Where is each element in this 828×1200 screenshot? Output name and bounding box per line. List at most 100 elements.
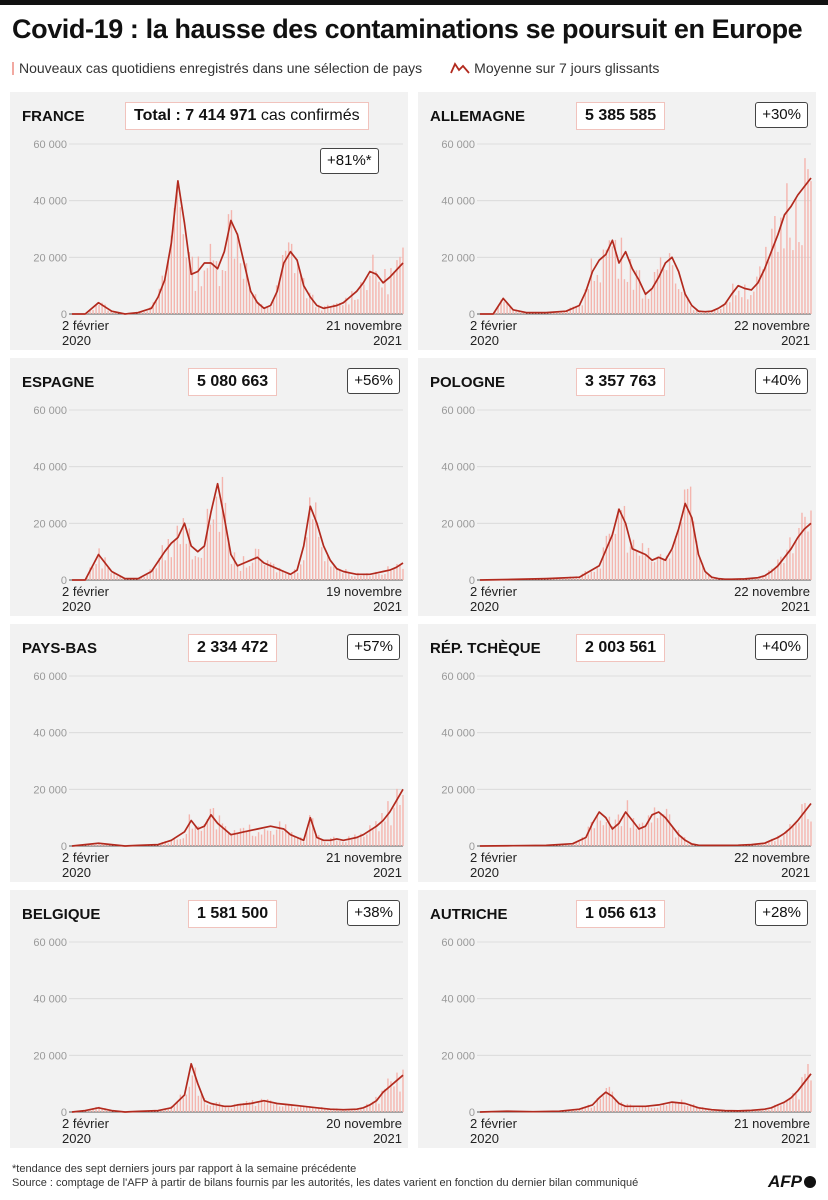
- total-cases-value: 5 385 585: [585, 107, 657, 124]
- x-start-year: 2020: [62, 865, 91, 880]
- y-tick-label: 40 000: [441, 728, 475, 740]
- x-end-label: 21 novembre 2021: [326, 318, 402, 348]
- x-end-year: 2021: [781, 333, 810, 348]
- daily-cases-bars: [494, 158, 812, 314]
- x-start-year: 2020: [62, 599, 91, 614]
- source-note: Source : comptage de l'AFP à partir de b…: [12, 1177, 639, 1189]
- chart-panel-espagne: 0 20 000 40 000 60 000 ESPAGNE 5 080 663 +56% 2…: [10, 358, 408, 616]
- x-start-day: 2 février: [62, 850, 109, 865]
- x-end-year: 2021: [373, 1131, 402, 1146]
- legend-bar-swatch: [12, 61, 14, 75]
- x-start-year: 2020: [62, 333, 91, 348]
- x-start-label: 2 février 2020: [62, 584, 109, 614]
- x-end-day: 22 novembre: [734, 318, 810, 333]
- x-start-label: 2 février 2020: [62, 850, 109, 880]
- chart-panel-pologne: 0 20 000 40 000 60 000 POLOGNE 3 357 763 +40% 2…: [418, 358, 816, 616]
- y-tick-label: 60 000: [441, 671, 475, 683]
- legend-bars-label: Nouveaux cas quotidiens enregistrés dans…: [19, 60, 423, 76]
- x-end-day: 20 novembre: [326, 1116, 402, 1131]
- x-start-label: 2 février 2020: [62, 318, 109, 348]
- total-cases-box: 1 056 613: [576, 900, 666, 928]
- x-end-label: 22 novembre 2021: [734, 584, 810, 614]
- y-tick-label: 40 000: [33, 196, 67, 208]
- chart-plot-belgique: 0 20 000 40 000 60 000: [33, 937, 404, 1119]
- trend-badge: +28%: [755, 900, 808, 926]
- y-tick-label: 60 000: [33, 405, 67, 417]
- trend-badge: +40%: [755, 368, 808, 394]
- page-title: Covid-19 : la hausse des contaminations …: [12, 14, 803, 44]
- moving-average-line: [71, 1062, 404, 1113]
- y-tick-label: 60 000: [441, 139, 475, 151]
- y-tick-label: 0: [61, 841, 67, 853]
- afp-logo-dot: [804, 1176, 816, 1188]
- y-tick-label: 0: [469, 1107, 475, 1119]
- total-cases-value: 2 334 472: [197, 639, 269, 656]
- x-start-year: 2020: [470, 1131, 499, 1146]
- chart-panel-rep-tcheque: 0 20 000 40 000 60 000 RÉP. TCHÈQUE 2 003 561…: [418, 624, 816, 882]
- x-start-day: 2 février: [470, 318, 517, 333]
- country-name: ALLEMAGNE: [430, 108, 525, 125]
- x-start-day: 2 février: [470, 584, 517, 599]
- x-end-label: 22 novembre 2021: [734, 318, 810, 348]
- moving-average-line: [479, 1073, 812, 1113]
- x-start-label: 2 février 2020: [62, 1116, 109, 1146]
- y-tick-label: 40 000: [33, 728, 67, 740]
- chart-plot-allemagne: 0 20 000 40 000 60 000: [441, 139, 812, 321]
- total-cases-box: 2 003 561: [576, 634, 666, 662]
- trend-badge: +30%: [755, 102, 808, 128]
- x-start-day: 2 février: [62, 1116, 109, 1131]
- chart-plot-france: 0 20 000 40 000 60 000: [33, 139, 404, 321]
- x-end-label: 22 novembre 2021: [734, 850, 810, 880]
- chart-plot-pologne: 0 20 000 40 000 60 000: [441, 405, 812, 587]
- x-start-day: 2 février: [62, 584, 109, 599]
- trend-badge: +38%: [347, 900, 400, 926]
- country-name: ESPAGNE: [22, 374, 95, 391]
- y-tick-label: 40 000: [441, 994, 475, 1006]
- y-tick-label: 40 000: [441, 196, 475, 208]
- moving-average-line: [72, 482, 404, 581]
- legend-line-swatch: [450, 62, 470, 74]
- x-start-year: 2020: [470, 333, 499, 348]
- chart-plot-autriche: 0 20 000 40 000 60 000: [441, 937, 812, 1119]
- x-end-day: 21 novembre: [734, 1116, 810, 1131]
- total-cases-box: 5 080 663: [188, 368, 278, 396]
- chart-panel-france: 0 20 000 40 000 60 000 FRANCE Total : 7 414 9…: [10, 92, 408, 350]
- total-cases-value: 5 080 663: [197, 373, 269, 390]
- x-start-label: 2 février 2020: [470, 850, 517, 880]
- trend-badge: +81%*: [320, 148, 379, 174]
- x-start-day: 2 février: [62, 318, 109, 333]
- y-tick-label: 40 000: [33, 994, 67, 1006]
- x-start-year: 2020: [470, 599, 499, 614]
- y-tick-label: 60 000: [33, 937, 67, 949]
- total-cases-box: 2 334 472: [188, 634, 278, 662]
- moving-average-line: [479, 802, 812, 847]
- country-name: FRANCE: [22, 108, 85, 125]
- x-start-label: 2 février 2020: [470, 318, 517, 348]
- x-end-label: 21 novembre 2021: [734, 1116, 810, 1146]
- trend-badge: +57%: [347, 634, 400, 660]
- y-tick-label: 60 000: [441, 405, 475, 417]
- daily-cases-bars: [482, 1063, 812, 1112]
- total-cases-box: 3 357 763: [576, 368, 666, 396]
- chart-panel-allemagne: 0 20 000 40 000 60 000 ALLEMAGNE 5 385 585 +30…: [418, 92, 816, 350]
- x-end-day: 19 novembre: [326, 584, 402, 599]
- y-tick-label: 0: [61, 1107, 67, 1119]
- x-end-year: 2021: [781, 865, 810, 880]
- x-end-day: 22 novembre: [734, 584, 810, 599]
- country-name: AUTRICHE: [430, 906, 508, 923]
- total-cases-box: Total : 7 414 971 cas confirmés: [125, 102, 369, 130]
- footnote: *tendance des sept derniers jours par ra…: [12, 1163, 357, 1175]
- x-start-year: 2020: [62, 1131, 91, 1146]
- y-tick-label: 60 000: [33, 139, 67, 151]
- y-tick-label: 20 000: [441, 252, 475, 264]
- y-tick-label: 20 000: [33, 252, 67, 264]
- y-tick-label: 0: [61, 309, 67, 321]
- x-end-label: 20 novembre 2021: [326, 1116, 402, 1146]
- x-start-day: 2 février: [470, 1116, 517, 1131]
- moving-average-line: [480, 177, 812, 315]
- daily-cases-bars: [86, 476, 404, 580]
- country-name: RÉP. TCHÈQUE: [430, 640, 541, 657]
- x-end-year: 2021: [781, 1131, 810, 1146]
- chart-panel-autriche: 0 20 000 40 000 60 000 AUTRICHE 1 056 613 +28%…: [418, 890, 816, 1148]
- legend: Nouveaux cas quotidiens enregistrés dans…: [12, 60, 659, 76]
